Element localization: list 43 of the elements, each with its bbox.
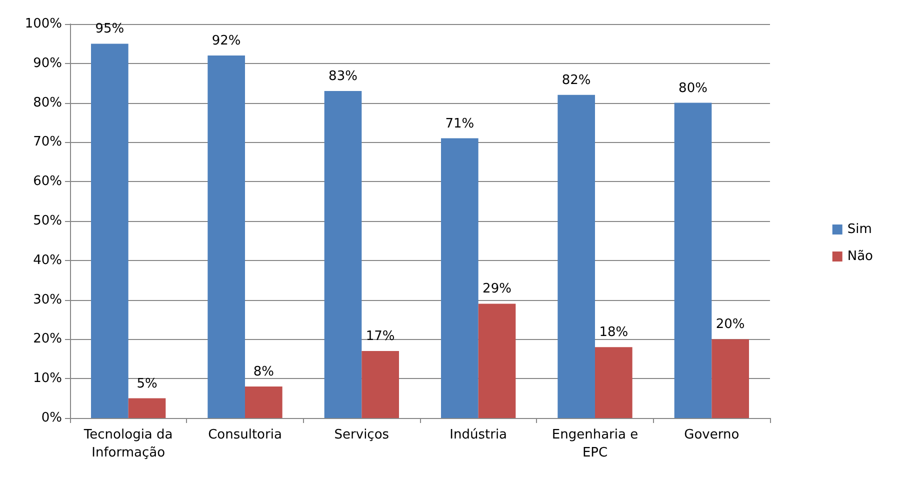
data-label: 17% xyxy=(366,329,395,344)
x-tick-label: Indústria xyxy=(450,428,508,442)
y-tick-label: 30% xyxy=(33,292,62,308)
legend-label: Sim xyxy=(847,222,872,237)
x-tick-label: Consultoria xyxy=(208,428,282,442)
data-label: 92% xyxy=(212,34,241,49)
data-label: 18% xyxy=(599,325,628,340)
bar xyxy=(441,138,478,418)
y-tick-label: 80% xyxy=(33,95,62,110)
data-label: 83% xyxy=(328,68,358,84)
bar xyxy=(595,347,632,418)
y-tick-label: 90% xyxy=(33,56,62,71)
bar xyxy=(362,351,399,418)
bar xyxy=(558,94,595,418)
bar xyxy=(712,339,749,418)
bar xyxy=(128,398,166,418)
bar xyxy=(208,56,245,418)
data-label: 20% xyxy=(716,317,745,332)
y-tick-label: 50% xyxy=(33,214,62,228)
bar xyxy=(674,102,712,418)
y-tick-label: 20% xyxy=(33,332,62,347)
data-label: 80% xyxy=(678,80,708,96)
y-tick-label: 60% xyxy=(33,174,62,190)
bar xyxy=(478,304,516,418)
y-tick-label: 100% xyxy=(24,16,62,32)
y-tick-label: 40% xyxy=(33,252,62,268)
bar xyxy=(324,90,362,418)
x-tick-label: Engenharia e EPC xyxy=(552,428,638,460)
y-tick-label: 70% xyxy=(33,134,62,150)
bar xyxy=(91,44,128,418)
legend-label: Não xyxy=(847,249,874,264)
data-label: 5% xyxy=(136,376,158,392)
bar xyxy=(245,386,282,418)
data-label: 95% xyxy=(95,22,124,37)
x-tick-label: Governo xyxy=(684,428,740,442)
data-label: 8% xyxy=(253,364,274,380)
x-tick-label: Tecnologia da Informação xyxy=(82,428,173,460)
data-label: 82% xyxy=(562,72,591,88)
y-tick-label: 10% xyxy=(33,371,62,386)
data-label: 29% xyxy=(482,282,512,297)
x-tick-label: Serviços xyxy=(334,428,390,442)
y-tick-label: 0% xyxy=(41,410,62,426)
data-label: 71% xyxy=(445,116,474,132)
